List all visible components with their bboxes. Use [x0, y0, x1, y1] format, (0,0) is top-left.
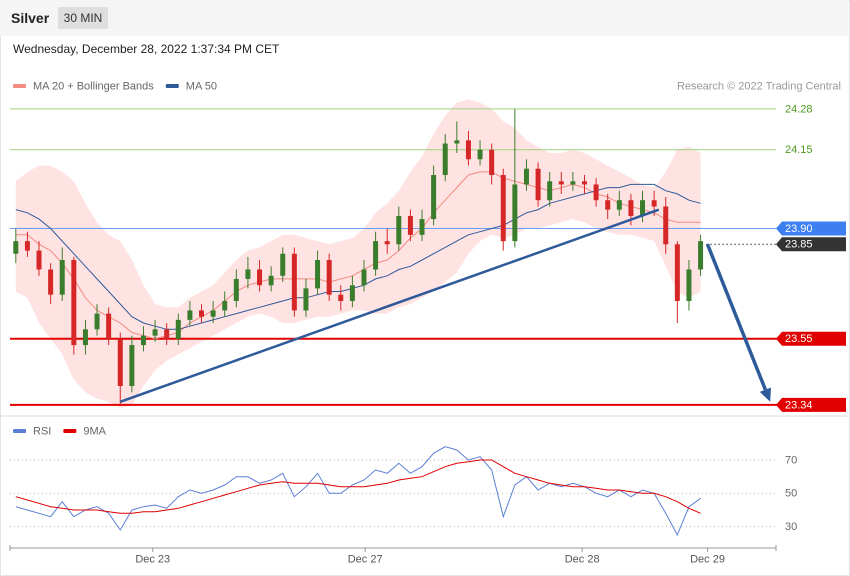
level-label: 24.15 — [785, 144, 813, 156]
candle-body — [570, 181, 576, 185]
level-badge — [776, 397, 846, 412]
level-label: 23.90 — [785, 223, 813, 235]
forecast-arrowhead — [759, 387, 771, 402]
candle-body — [268, 275, 274, 286]
candle-body — [349, 285, 355, 301]
candle-body — [140, 335, 146, 346]
candle-body — [431, 175, 437, 220]
legend-swatch — [13, 429, 26, 433]
candle-body — [698, 241, 704, 270]
level-label: 23.34 — [785, 399, 813, 411]
candle-body — [407, 215, 413, 235]
timestamp: Wednesday, December 28, 2022 1:37:34 PM … — [13, 42, 280, 56]
forecast-arrow — [705, 243, 768, 391]
candle-body — [500, 175, 506, 242]
candle-body — [280, 253, 286, 276]
candle-body — [674, 244, 680, 301]
x-tick-label: Dec 28 — [565, 553, 600, 565]
y-tick-label: 70 — [785, 454, 797, 466]
moving-average — [15, 171, 701, 340]
candle-body — [199, 310, 204, 317]
candle-body — [164, 329, 170, 339]
candle-body — [454, 140, 460, 144]
candle-body — [175, 319, 181, 339]
candle-body — [210, 310, 216, 317]
instrument-title: Silver — [11, 10, 50, 26]
legend-swatch — [165, 84, 179, 88]
candle-body — [59, 260, 65, 295]
x-tick-label: Dec 29 — [690, 553, 725, 565]
candle-body — [396, 215, 402, 245]
candle-body — [442, 143, 448, 175]
moving-average — [15, 183, 701, 330]
y-tick-label: 50 — [785, 488, 797, 500]
legend-label: 9MA — [83, 425, 106, 437]
candle-body — [257, 269, 263, 286]
candle-body — [361, 269, 367, 286]
x-tick-label: Dec 23 — [135, 553, 170, 565]
candle-body — [24, 241, 30, 251]
legend-label: RSI — [33, 425, 51, 437]
candle-body — [106, 313, 112, 339]
candle-body — [523, 168, 529, 185]
candle-body — [94, 313, 100, 330]
candle-body — [303, 288, 309, 311]
candle-body — [245, 269, 251, 279]
legend-label: MA 50 — [186, 80, 217, 92]
candle-body — [465, 140, 471, 160]
candle-body — [48, 269, 54, 295]
candle-body — [71, 260, 77, 346]
candle-body — [373, 241, 379, 270]
source-credit: Research © 2022 Trading Central — [677, 80, 841, 92]
candle-body — [489, 149, 495, 175]
candle-body — [233, 278, 239, 301]
candle-body — [338, 294, 344, 301]
candle-body — [222, 300, 228, 311]
header-bar: Silver 30 MIN — [0, 0, 848, 36]
candle-body — [291, 253, 297, 311]
candle-body — [152, 329, 158, 336]
candle-body — [512, 184, 518, 242]
candle-body — [558, 181, 564, 185]
candle-body — [663, 206, 669, 245]
candle-body — [605, 200, 611, 210]
candle-body — [117, 338, 123, 387]
level-badge — [776, 331, 846, 346]
level-label: 24.28 — [785, 103, 813, 115]
level-label: 23.55 — [785, 333, 813, 345]
candle-body — [477, 149, 483, 160]
candle-body — [384, 241, 390, 245]
candle-body — [82, 329, 88, 346]
candle-body — [326, 260, 332, 295]
candle-body — [651, 200, 657, 207]
candle-body — [640, 200, 646, 216]
candle-body — [628, 200, 634, 216]
level-badge — [776, 237, 846, 252]
candle-body — [582, 181, 587, 185]
candle-body — [616, 200, 622, 210]
candle-body — [547, 181, 553, 201]
candle-body — [129, 345, 135, 387]
interval-button[interactable]: 30 MIN — [58, 7, 108, 29]
legend-label: MA 20 + Bollinger Bands — [33, 80, 154, 92]
legend-swatch — [13, 84, 26, 88]
rsi-line — [15, 459, 701, 514]
level-badge — [776, 221, 846, 236]
trendline — [119, 208, 660, 403]
candle-body — [187, 310, 193, 320]
candle-body — [686, 269, 692, 301]
candle-body — [13, 241, 19, 254]
candle-body — [315, 260, 321, 289]
bollinger-band — [15, 99, 701, 409]
candle-body — [36, 250, 42, 270]
legend-swatch — [63, 429, 77, 433]
candle-body — [419, 219, 425, 235]
x-tick-label: Dec 27 — [348, 553, 383, 565]
candle-body — [593, 184, 599, 201]
y-tick-label: 30 — [785, 521, 797, 533]
level-label: 23.85 — [785, 239, 813, 251]
candle-body — [535, 168, 541, 201]
